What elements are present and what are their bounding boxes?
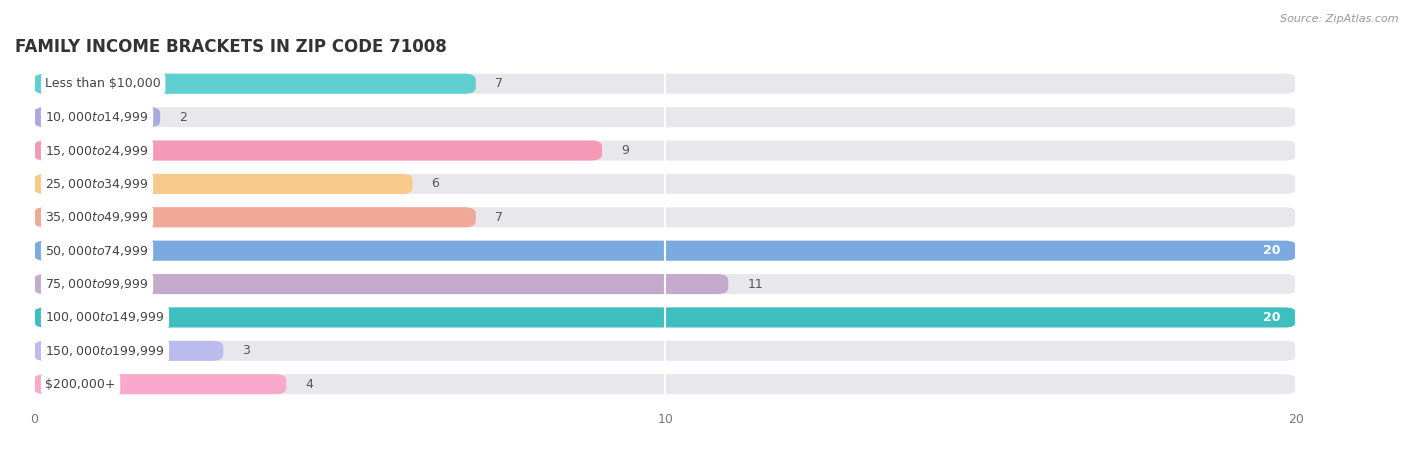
FancyBboxPatch shape [34, 307, 1296, 328]
Text: 2: 2 [179, 111, 187, 124]
FancyBboxPatch shape [34, 241, 1296, 261]
Text: $35,000 to $49,999: $35,000 to $49,999 [45, 210, 149, 224]
FancyBboxPatch shape [34, 174, 412, 194]
Text: Source: ZipAtlas.com: Source: ZipAtlas.com [1281, 14, 1399, 23]
FancyBboxPatch shape [34, 241, 1296, 261]
Text: 6: 6 [432, 177, 440, 190]
Text: 4: 4 [305, 378, 314, 391]
FancyBboxPatch shape [34, 207, 475, 227]
FancyBboxPatch shape [34, 274, 1296, 294]
Text: 9: 9 [621, 144, 628, 157]
FancyBboxPatch shape [34, 374, 1296, 394]
FancyBboxPatch shape [34, 274, 728, 294]
Text: FAMILY INCOME BRACKETS IN ZIP CODE 71008: FAMILY INCOME BRACKETS IN ZIP CODE 71008 [15, 37, 447, 55]
Text: $75,000 to $99,999: $75,000 to $99,999 [45, 277, 149, 291]
Text: 20: 20 [1263, 244, 1281, 257]
FancyBboxPatch shape [34, 374, 287, 394]
Text: Less than $10,000: Less than $10,000 [45, 77, 162, 90]
FancyBboxPatch shape [34, 140, 1296, 161]
FancyBboxPatch shape [34, 74, 1296, 94]
FancyBboxPatch shape [34, 140, 602, 161]
Text: 7: 7 [495, 77, 503, 90]
FancyBboxPatch shape [34, 107, 160, 127]
Text: $150,000 to $199,999: $150,000 to $199,999 [45, 344, 165, 358]
FancyBboxPatch shape [34, 341, 1296, 361]
Text: $25,000 to $34,999: $25,000 to $34,999 [45, 177, 149, 191]
Text: 20: 20 [1263, 311, 1281, 324]
Text: $15,000 to $24,999: $15,000 to $24,999 [45, 144, 149, 158]
FancyBboxPatch shape [34, 207, 1296, 227]
Text: 3: 3 [242, 344, 250, 357]
Text: $10,000 to $14,999: $10,000 to $14,999 [45, 110, 149, 124]
FancyBboxPatch shape [34, 74, 475, 94]
Text: $50,000 to $74,999: $50,000 to $74,999 [45, 244, 149, 258]
Text: $200,000+: $200,000+ [45, 378, 115, 391]
FancyBboxPatch shape [34, 107, 1296, 127]
Text: 7: 7 [495, 211, 503, 224]
Text: $100,000 to $149,999: $100,000 to $149,999 [45, 310, 165, 324]
FancyBboxPatch shape [34, 307, 1296, 328]
Text: 11: 11 [747, 278, 763, 291]
FancyBboxPatch shape [34, 341, 224, 361]
FancyBboxPatch shape [34, 174, 1296, 194]
